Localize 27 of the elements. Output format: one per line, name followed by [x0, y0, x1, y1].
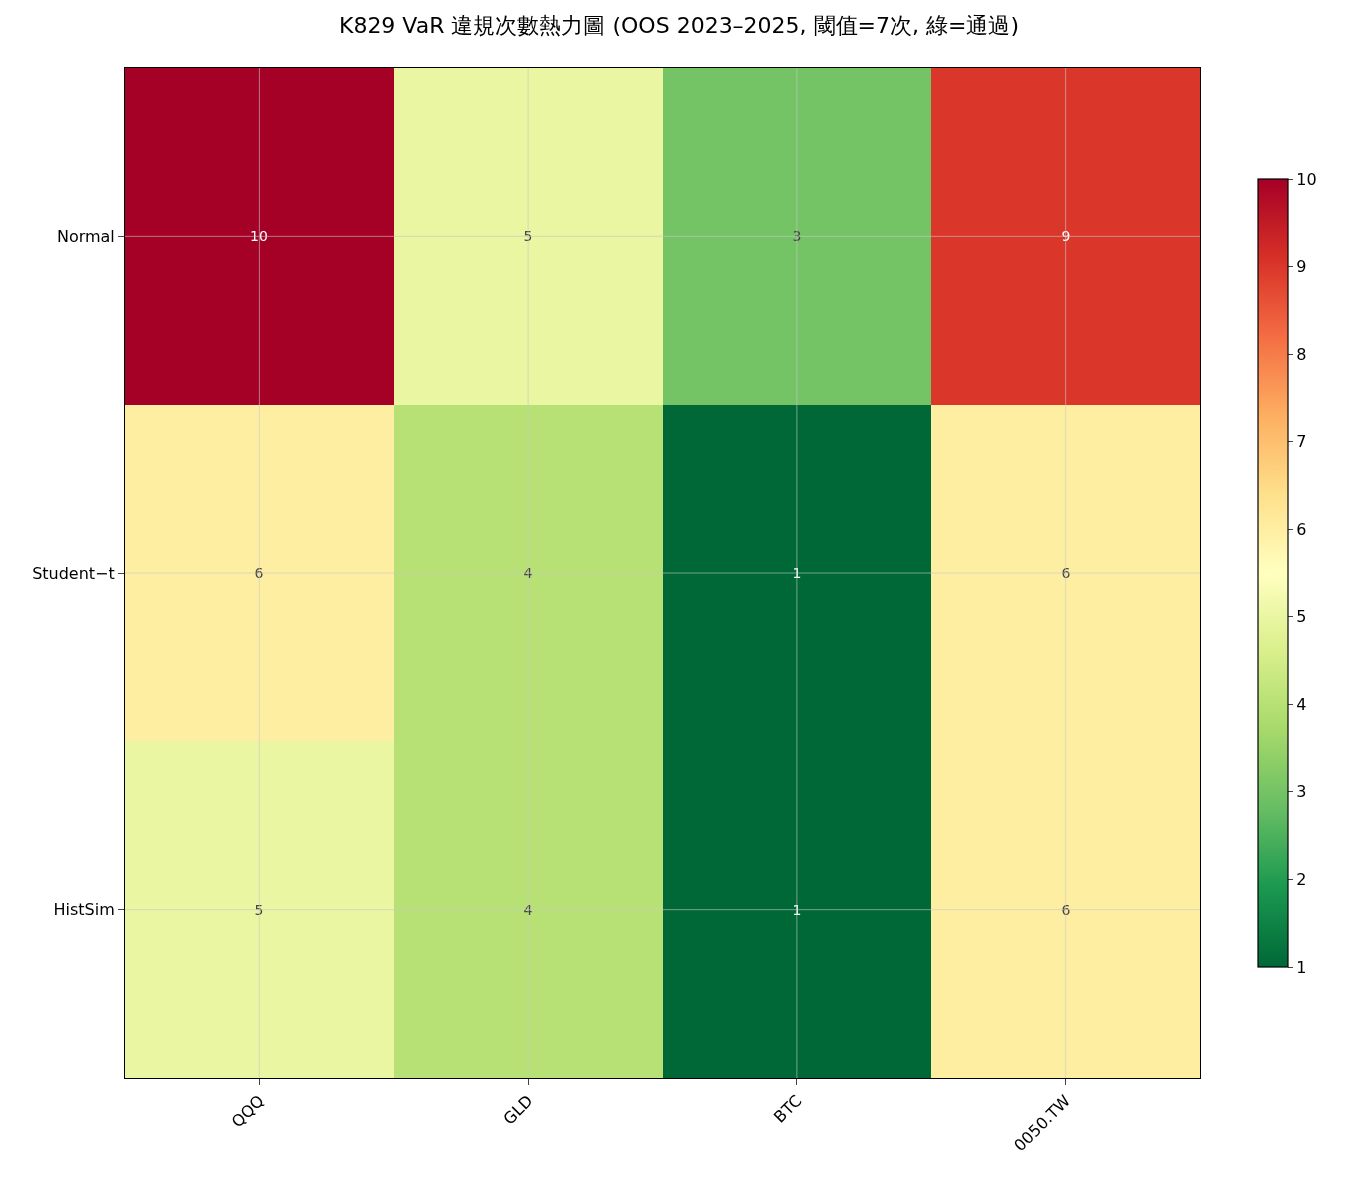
data-label: 4	[523, 564, 533, 581]
color-bar-label: 10	[1296, 169, 1317, 189]
data-label: 5	[254, 901, 264, 918]
data-label: 10	[250, 227, 268, 244]
color-bar-label: 1	[1296, 957, 1307, 977]
color-bar-label: 9	[1296, 257, 1307, 277]
color-bar-label: 3	[1296, 782, 1307, 802]
x-tick-label: GLD	[499, 1091, 537, 1129]
color-bar-label: 5	[1296, 607, 1307, 627]
data-label: 5	[523, 227, 533, 244]
data-label: 9	[1061, 227, 1071, 244]
data-label: 4	[523, 901, 533, 918]
y-tick-label: HistSim	[53, 900, 115, 920]
y-tick-label: Student−t	[32, 563, 115, 583]
data-label: 6	[1061, 564, 1071, 581]
data-label: 6	[1061, 901, 1071, 918]
color-bar-label: 8	[1296, 344, 1307, 364]
color-bar-label: 7	[1296, 432, 1307, 452]
data-label: 1	[792, 901, 802, 918]
data-label: 3	[792, 227, 802, 244]
color-bar-label: 4	[1296, 694, 1307, 714]
data-label: 6	[254, 564, 264, 581]
color-bar-label: 2	[1296, 870, 1307, 890]
chart-title: K829 VaR 違規次數熱力圖 (OOS 2023–2025, 閾值=7次, 綠=通過)	[338, 13, 1020, 39]
y-tick-label: Normal	[56, 226, 115, 246]
color-bar-label: 6	[1296, 519, 1307, 539]
data-label: 1	[792, 564, 802, 581]
